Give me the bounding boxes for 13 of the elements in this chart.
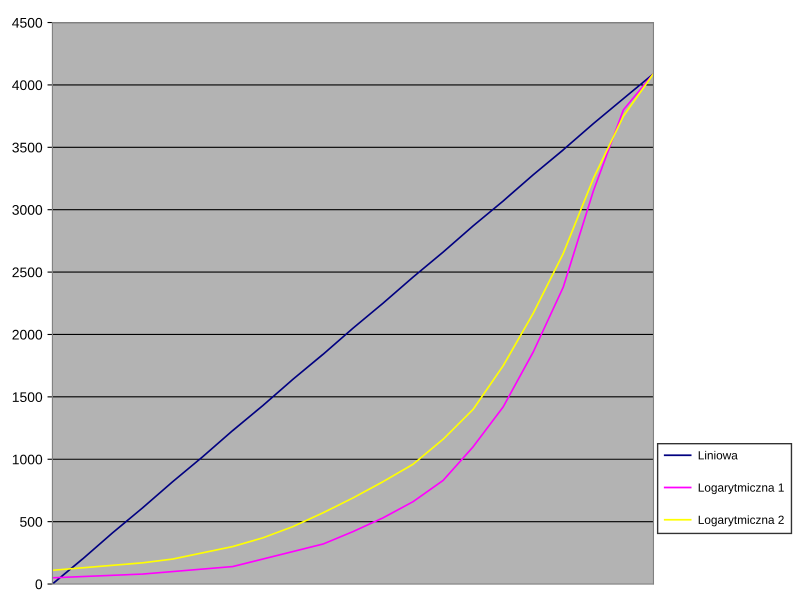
- y-tick-label: 3500: [12, 142, 42, 152]
- y-tick-label: 2500: [12, 267, 42, 278]
- y-tick-label: 1500: [12, 392, 42, 402]
- legend-label: Logarytmiczna 2: [698, 515, 784, 526]
- y-tick-label: 1000: [12, 454, 42, 464]
- y-tick-label: 500: [20, 516, 42, 527]
- legend-label: Liniowa: [698, 450, 738, 460]
- legend-label: Logarytmiczna 1: [698, 483, 784, 494]
- y-tick-label: 4000: [12, 80, 42, 90]
- y-tick-label: 0: [36, 579, 42, 590]
- y-tick-label: 4500: [12, 18, 42, 28]
- y-tick-label: 3000: [12, 205, 42, 215]
- y-tick-label: 2000: [12, 330, 42, 340]
